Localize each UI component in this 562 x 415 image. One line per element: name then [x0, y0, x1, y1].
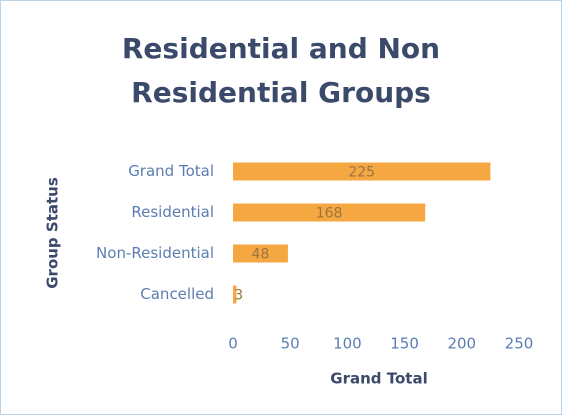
y-axis-title: Group Status [44, 177, 62, 289]
value-label: 168 [316, 206, 343, 222]
x-axis-title: Grand Total [330, 370, 427, 388]
bar [233, 244, 288, 263]
x-tick-label: 200 [447, 335, 476, 353]
x-tick-label: 0 [228, 335, 238, 353]
value-label: 225 [348, 165, 375, 181]
bar [233, 162, 491, 181]
x-tick-label: 100 [333, 335, 362, 353]
x-tick-label: 250 [505, 335, 534, 353]
y-tick-label: Cancelled [140, 285, 214, 303]
y-tick-label: Residential [131, 203, 214, 221]
x-tick-label: 50 [281, 335, 300, 353]
value-label: 48 [252, 247, 270, 263]
x-tick-label: 150 [390, 335, 419, 353]
y-tick-label: Non-Residential [96, 244, 214, 262]
bar [233, 203, 426, 222]
value-label: 3 [234, 288, 243, 304]
bar [233, 285, 237, 304]
chart-title: Residential and Non Residential Groups [121, 32, 441, 109]
y-tick-label: Grand Total [128, 162, 214, 180]
